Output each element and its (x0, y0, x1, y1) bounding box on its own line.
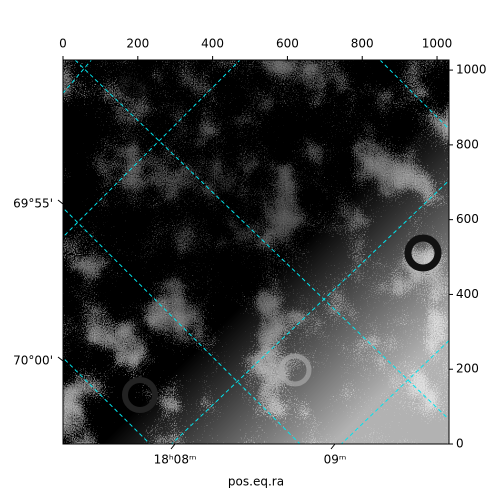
dec-tick-label: 69°55' (13, 197, 53, 211)
y-tick-label: 400 (456, 287, 479, 301)
y-tick-label: 200 (456, 362, 479, 376)
grid-line (63, 207, 301, 444)
ra-tick (330, 443, 336, 450)
grid-line (74, 60, 449, 421)
dec-tick (57, 356, 64, 362)
image (63, 60, 449, 444)
grid-line (63, 357, 151, 444)
y-tick-label: 0 (456, 437, 464, 451)
frame (62, 59, 450, 445)
ra-tick (170, 443, 176, 450)
y-tick-label: 600 (456, 212, 479, 226)
x-tick-label: 600 (276, 37, 299, 51)
dec-tick (57, 199, 64, 205)
grid-line (63, 60, 241, 238)
grid-line (170, 179, 449, 444)
dec-tick-label: 70°00' (13, 354, 53, 368)
grid-line (340, 339, 449, 444)
ra-tick-label: 09ᵐ (324, 453, 347, 467)
x-tick-label: 0 (59, 37, 67, 51)
x-axis-label: pos.eq.ra (228, 475, 284, 489)
x-tick-label: 200 (126, 37, 149, 51)
x-tick-label: 1000 (422, 37, 453, 51)
grid-line (379, 60, 449, 130)
x-tick-label: 800 (351, 37, 374, 51)
y-tick-label: 800 (456, 137, 479, 151)
ra-tick-label: 18ʰ08ᵐ (154, 453, 197, 467)
x-tick-label: 400 (201, 37, 224, 51)
y-tick-label: 1000 (456, 63, 487, 77)
